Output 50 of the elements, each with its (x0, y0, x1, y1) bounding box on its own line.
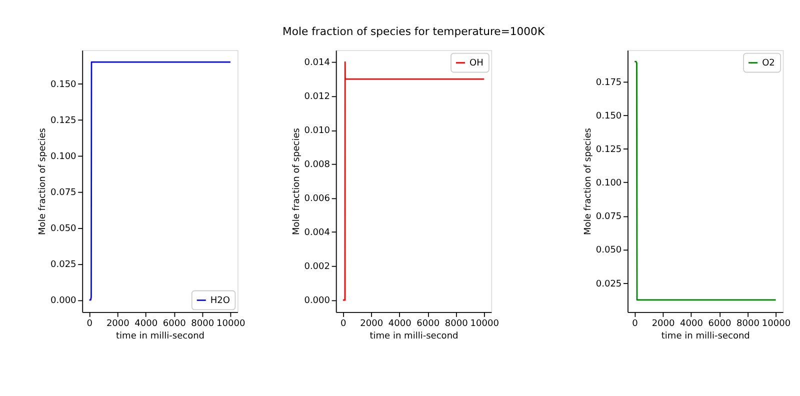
y-tick-label: 0.010 (304, 126, 330, 136)
y-tick-label: 0.004 (304, 228, 330, 238)
x-tick-label: 10000 (216, 318, 246, 329)
x-axis-title: time in milli-second (116, 332, 205, 342)
legend-label: OH (470, 58, 484, 68)
x-tick-label: 2000 (106, 318, 130, 329)
x-axis-title: time in milli-second (661, 332, 750, 342)
x-tick-label: 0 (632, 318, 638, 329)
x-tick-label: 10000 (762, 318, 791, 329)
y-axis-title: Mole fraction of species (38, 128, 48, 235)
x-tick-label: 0 (86, 318, 93, 329)
x-tick-label: 8000 (444, 318, 468, 329)
legend-label: H2O (210, 296, 230, 306)
y-tick-label: 0.125 (596, 144, 622, 155)
y-axis-title: Mole fraction of species (292, 128, 302, 235)
x-tick-label: 8000 (736, 318, 760, 329)
y-tick-label: 0.100 (50, 152, 77, 162)
y-tick-label: 0.050 (596, 246, 622, 256)
x-tick-label: 10000 (470, 318, 500, 329)
y-tick-label: 0.000 (304, 296, 330, 306)
y-tick-label: 0.050 (50, 224, 77, 234)
x-tick-label: 2000 (360, 318, 384, 329)
chart-title: Mole fraction of species for temperature=1000K (282, 24, 546, 38)
y-axis-title: Mole fraction of species (583, 128, 594, 235)
y-tick-label: 0.025 (50, 260, 76, 270)
y-tick-label: 0.000 (50, 296, 77, 306)
y-tick-label: 0.012 (304, 92, 330, 102)
x-tick-label: 6000 (708, 318, 732, 329)
legend-label: O2 (762, 58, 775, 68)
y-tick-label: 0.075 (50, 188, 76, 198)
y-tick-label: 0.025 (596, 279, 622, 290)
y-tick-label: 0.002 (304, 262, 330, 272)
x-tick-label: 0 (340, 318, 347, 329)
x-axis-title: time in milli-second (370, 332, 458, 342)
y-tick-label: 0.006 (304, 194, 330, 204)
y-tick-label: 0.100 (596, 178, 622, 189)
x-tick-label: 6000 (416, 318, 440, 329)
y-tick-label: 0.008 (304, 160, 330, 170)
x-tick-label: 2000 (652, 318, 676, 329)
y-tick-label: 0.175 (596, 78, 622, 88)
y-tick-label: 0.075 (596, 212, 622, 222)
x-tick-label: 6000 (162, 318, 186, 329)
y-tick-label: 0.014 (304, 58, 330, 68)
y-tick-label: 0.150 (596, 111, 622, 122)
y-tick-label: 0.125 (50, 116, 76, 126)
x-tick-label: 4000 (680, 318, 704, 329)
x-tick-label: 8000 (191, 318, 214, 329)
x-tick-label: 4000 (134, 318, 158, 329)
y-tick-label: 0.150 (50, 80, 77, 90)
x-tick-label: 4000 (388, 318, 412, 329)
